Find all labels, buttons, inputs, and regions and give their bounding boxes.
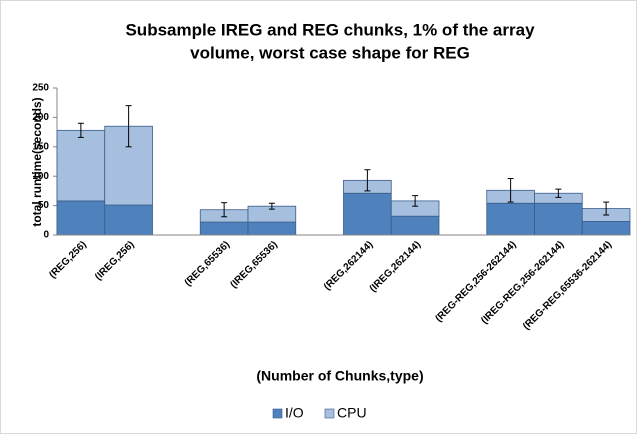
bar-segment xyxy=(56,129,106,202)
y-tick-label: 100 xyxy=(32,171,49,182)
y-axis-label: total runtime(seconds) xyxy=(30,97,44,226)
bar-segment xyxy=(534,202,583,236)
bar-segment xyxy=(104,204,153,236)
chart-title: volume, worst case shape for REG xyxy=(190,43,470,62)
bar-segment xyxy=(247,221,297,236)
chart-title: Subsample IREG and REG chunks, 1% of the… xyxy=(125,20,535,39)
y-tick-label: 200 xyxy=(32,112,49,123)
legend-swatch xyxy=(324,408,335,419)
y-tick-label: 150 xyxy=(32,141,49,152)
bar-segment xyxy=(56,200,106,236)
bar-segment xyxy=(343,192,392,236)
y-tick-label: 0 xyxy=(43,230,49,241)
x-axis-label: (Number of Chunks,type) xyxy=(256,368,423,384)
legend-swatch xyxy=(272,408,283,419)
bar-segment xyxy=(486,202,535,236)
bar-segment xyxy=(199,221,249,236)
legend-label: CPU xyxy=(337,405,367,421)
y-tick-label: 250 xyxy=(32,83,49,94)
bar-segment xyxy=(390,215,440,236)
legend-label: I/O xyxy=(285,405,304,421)
y-tick-label: 50 xyxy=(38,200,50,211)
bar-segment xyxy=(581,221,631,236)
